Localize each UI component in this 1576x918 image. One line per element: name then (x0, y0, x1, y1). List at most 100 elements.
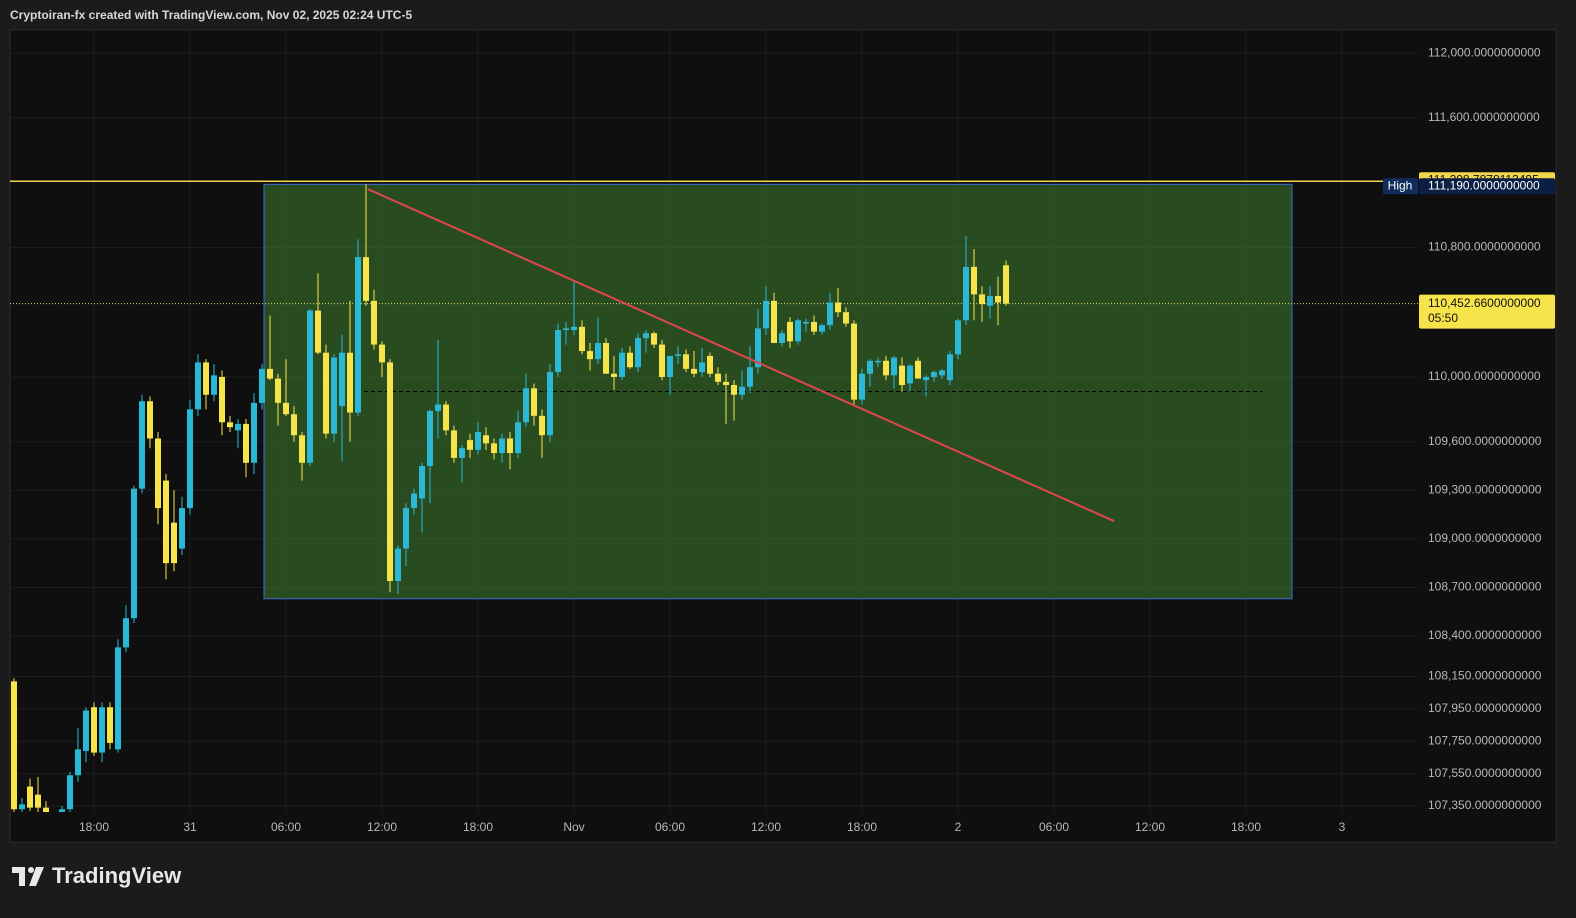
candle-body (115, 647, 121, 750)
candle-body (579, 326, 585, 352)
candle-body (315, 310, 321, 353)
candle-body (363, 257, 369, 301)
countdown: 05:50 (1428, 311, 1458, 325)
high-label: 111,190.0000000000 (1428, 178, 1540, 192)
candle-body (235, 423, 241, 431)
candle-body (35, 794, 41, 808)
candle-body (603, 342, 609, 374)
x-tick-label: 06:00 (655, 820, 685, 834)
candle-body (819, 325, 825, 332)
candle-body (571, 326, 577, 331)
candle-body (259, 368, 265, 403)
candle-body (787, 321, 793, 342)
y-tick-label: 109,600.0000000000 (1428, 434, 1542, 448)
candle-body (843, 312, 849, 324)
candle-body (139, 401, 145, 489)
x-tick-label: 12:00 (1135, 820, 1165, 834)
logo-mark (12, 867, 25, 886)
candle-body (875, 360, 881, 363)
candle-body (499, 438, 505, 454)
y-tick-label: 109,300.0000000000 (1428, 482, 1542, 496)
candle-body (619, 352, 625, 377)
candle-body (171, 522, 177, 564)
x-tick-label: 06:00 (271, 820, 301, 834)
candle-body (627, 352, 633, 368)
candle-body (339, 352, 345, 407)
logo (12, 867, 44, 886)
candle-body (675, 354, 681, 356)
high-label-box (1419, 178, 1555, 195)
y-tick-label: 108,700.0000000000 (1428, 580, 1542, 594)
candle-body (515, 422, 521, 454)
candle-body (667, 355, 673, 377)
candle-body (59, 809, 65, 812)
candle-body (835, 302, 841, 313)
candle-body (923, 376, 929, 381)
candle-body (995, 296, 1001, 303)
candle-body (811, 321, 817, 332)
candle-body (643, 333, 649, 339)
last-price-box (1419, 294, 1555, 329)
candle-body (299, 435, 305, 463)
candle-body (19, 804, 25, 810)
x-tick-label: 06:00 (1039, 820, 1069, 834)
candle-body (443, 404, 449, 431)
candle-body (219, 376, 225, 423)
candle-body (747, 367, 753, 387)
candle-body (155, 438, 161, 509)
candle-body (75, 749, 81, 776)
candle-body (195, 362, 201, 410)
candle-body (251, 402, 257, 463)
candle-body (203, 362, 209, 395)
candle-body (539, 415, 545, 436)
candle-body (107, 707, 113, 743)
y-tick-label: 107,350.0000000000 (1428, 798, 1542, 812)
candle-body (267, 368, 273, 379)
candle-body (131, 488, 137, 619)
plot-area (10, 180, 1418, 812)
candle-body (507, 438, 513, 454)
candle-body (963, 266, 969, 321)
y-tick-label: 112,000.0000000000 (1428, 45, 1541, 59)
y-tick-label: 110,800.0000000000 (1428, 240, 1541, 254)
candle-body (707, 355, 713, 374)
candle-body (883, 360, 889, 376)
candle-body (123, 618, 129, 648)
candle-body (795, 320, 801, 342)
x-tick-label: 18:00 (847, 820, 877, 834)
candle-body (587, 351, 593, 360)
candle-body (987, 296, 993, 306)
candle-body (83, 710, 89, 751)
y-tick-label: 109,000.0000000000 (1428, 531, 1542, 545)
candle-body (691, 368, 697, 374)
candle-body (763, 300, 769, 329)
candle-body (779, 333, 785, 343)
x-tick-label: 12:00 (367, 820, 397, 834)
x-tick-label: 18:00 (1231, 820, 1261, 834)
candle-body (331, 357, 337, 434)
candle-body (531, 388, 537, 416)
candle-body (891, 357, 897, 376)
logo-dot (28, 867, 34, 873)
candle-body (403, 508, 409, 549)
candle-body (187, 409, 193, 509)
candle-body (555, 330, 561, 373)
candle-body (827, 302, 833, 326)
candle-body (979, 294, 985, 305)
logo-slash (29, 867, 44, 886)
candle-body (595, 342, 601, 360)
candle-body (563, 328, 569, 331)
candle-body (659, 344, 665, 377)
x-tick-label: 31 (183, 820, 197, 834)
candle-body (699, 362, 705, 373)
y-tick-label: 107,950.0000000000 (1428, 701, 1542, 715)
candle-body (523, 388, 529, 423)
candle-body (275, 378, 281, 403)
candle-body (27, 786, 33, 808)
candle-body (491, 443, 497, 454)
candle-body (411, 493, 417, 509)
candle-body (395, 548, 401, 581)
candle-body (387, 362, 393, 581)
candle-body (283, 402, 289, 415)
